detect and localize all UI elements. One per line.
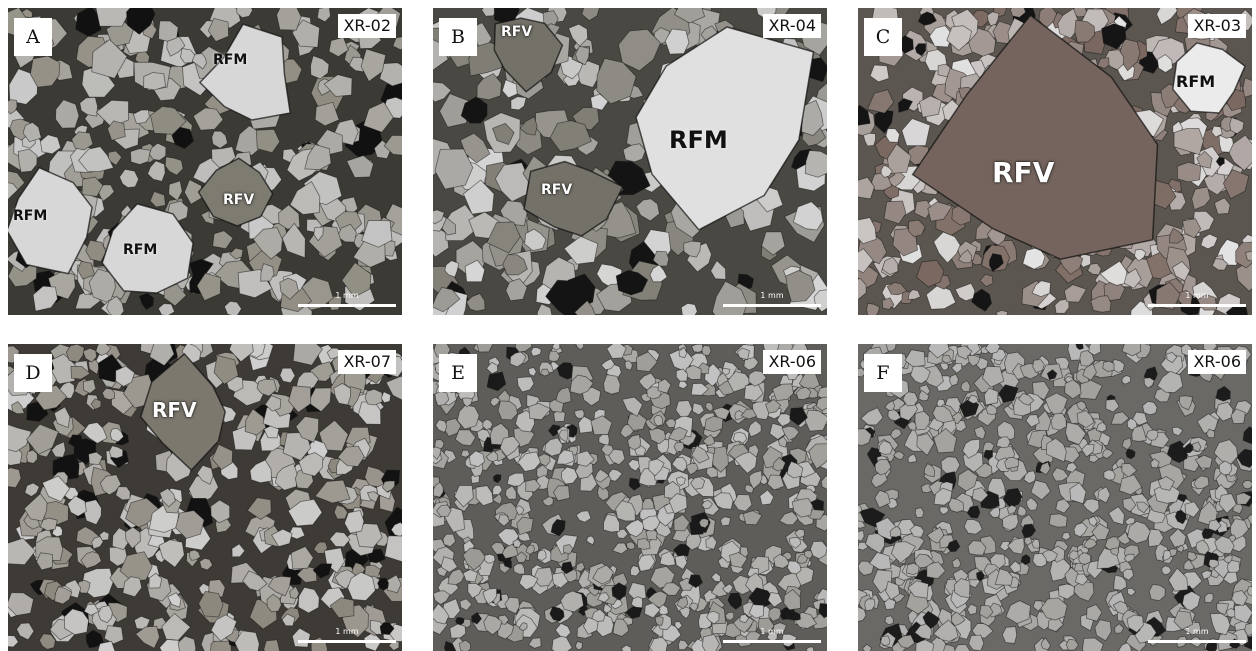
micrograph-panel-e: E XR-06 1 mm xyxy=(433,344,827,651)
micrograph-image-f xyxy=(858,344,1252,651)
sample-id: XR-06 xyxy=(1188,350,1246,374)
panel-letter: C xyxy=(864,18,902,56)
panel-letter: D xyxy=(14,354,52,392)
micrograph-panel-f: F XR-06 1 mm xyxy=(858,344,1252,651)
micrograph-panel-b: B XR-04 RFV RFM RFV 1 mm xyxy=(433,8,827,315)
micrograph-image-d xyxy=(8,344,402,651)
grain-label-rfm: RFM xyxy=(669,126,728,154)
scale-bar-label: 1 mm xyxy=(1185,291,1209,300)
micrograph-image-c xyxy=(858,8,1252,315)
scale-bar-label: 1 mm xyxy=(335,627,359,636)
scale-bar-label: 1 mm xyxy=(335,291,359,300)
micrograph-panel-c: C XR-03 RFM RFV 1 mm xyxy=(858,8,1252,315)
scale-bar-line xyxy=(1148,640,1246,643)
scale-bar: 1 mm xyxy=(1148,627,1246,645)
micrograph-image-b xyxy=(433,8,827,315)
grain-label-rfv: RFV xyxy=(541,182,573,198)
scale-bar-line xyxy=(298,640,396,643)
scale-bar: 1 mm xyxy=(1148,291,1246,309)
grain-label-rfm: RFM xyxy=(123,242,158,258)
sample-id: XR-02 xyxy=(338,14,396,38)
grain-label-rfv: RFV xyxy=(992,156,1055,189)
panel-letter: E xyxy=(439,354,477,392)
scale-bar-line xyxy=(723,640,821,643)
scale-bar-label: 1 mm xyxy=(760,291,784,300)
sample-id: XR-07 xyxy=(338,350,396,374)
grain-label-rfv: RFV xyxy=(501,24,533,40)
grain-label-rfv: RFV xyxy=(152,398,197,422)
scale-bar: 1 mm xyxy=(723,291,821,309)
scale-bar-line xyxy=(1148,304,1246,307)
scale-bar-line xyxy=(298,304,396,307)
panel-letter: F xyxy=(864,354,902,392)
grain-label-rfm: RFM xyxy=(1176,72,1216,91)
scale-bar: 1 mm xyxy=(298,291,396,309)
micrograph-image-a xyxy=(8,8,402,315)
sample-id: XR-04 xyxy=(763,14,821,38)
sample-id: XR-06 xyxy=(763,350,821,374)
scale-bar-label: 1 mm xyxy=(1185,627,1209,636)
scale-bar-label: 1 mm xyxy=(760,627,784,636)
grain-label-rfm: RFM xyxy=(213,52,248,68)
panel-letter: A xyxy=(14,18,52,56)
grain-label-rfv: RFV xyxy=(223,192,255,208)
grain-label-rfm: RFM xyxy=(13,208,48,224)
micrograph-panel-a: A XR-02 RFM RFV RFM RFM 1 mm xyxy=(8,8,402,315)
scale-bar: 1 mm xyxy=(298,627,396,645)
micrograph-panel-d: D XR-07 RFV 1 mm xyxy=(8,344,402,651)
scale-bar: 1 mm xyxy=(723,627,821,645)
scale-bar-line xyxy=(723,304,821,307)
sample-id: XR-03 xyxy=(1188,14,1246,38)
micrograph-image-e xyxy=(433,344,827,651)
panel-letter: B xyxy=(439,18,477,56)
